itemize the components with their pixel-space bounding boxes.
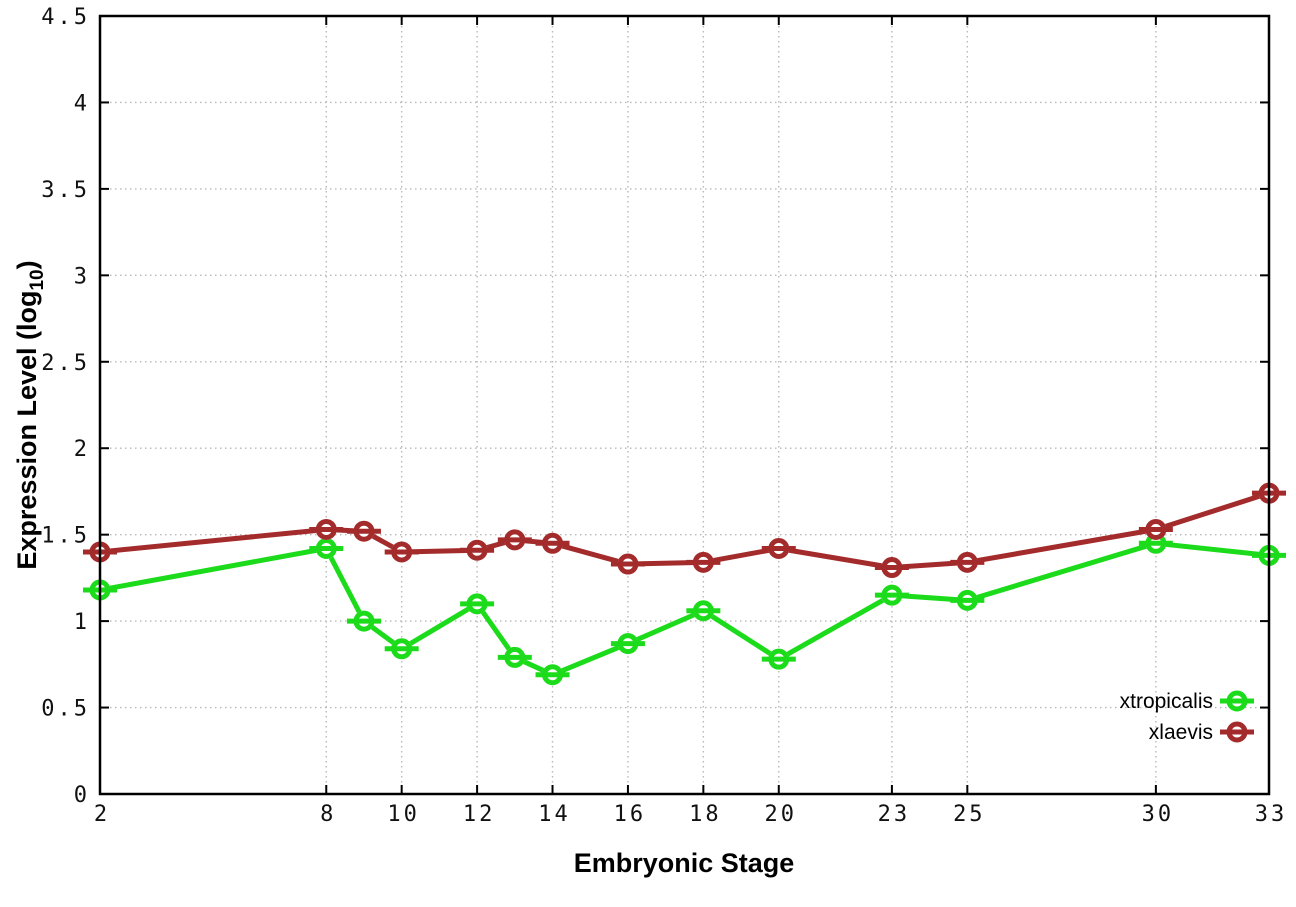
y-tick-label: 3 — [74, 264, 90, 289]
axes-layer — [98, 14, 1271, 796]
data-point-xtropicalis-ring — [692, 600, 714, 622]
data-point-xtropicalis-ring — [391, 638, 413, 660]
x-tick-label: 14 — [538, 802, 571, 827]
data-point-xlaevis-ring — [956, 551, 978, 573]
data-point-xtropicalis-ring — [881, 584, 903, 606]
y-axis-title: Expression Level (log10) — [12, 260, 48, 569]
y-tick-label: 2 — [74, 437, 90, 462]
data-point-xlaevis-ring — [617, 553, 639, 575]
data-point-xtropicalis-ring — [504, 646, 526, 668]
x-tick-label: 20 — [765, 802, 798, 827]
x-tick-label: 23 — [878, 802, 911, 827]
y-axis-title-prefix: Expression Level (log — [12, 291, 42, 570]
data-point-xlaevis-ring — [315, 518, 337, 540]
x-tick-label: 25 — [953, 802, 986, 827]
y-axis-title-suffix: ) — [12, 260, 42, 269]
data-point-xlaevis-ring — [391, 541, 413, 563]
plot-border — [98, 14, 1271, 796]
legend-marker-xtropicalis — [1220, 690, 1254, 712]
y-tick-label: 0 — [74, 783, 90, 808]
data-point-xlaevis-ring — [353, 520, 375, 542]
data-point-xlaevis-ring — [692, 551, 714, 573]
y-tick-label: 4.5 — [41, 5, 90, 30]
y-tick-label: 2.5 — [41, 351, 90, 376]
legend-marker-xlaevis — [1220, 721, 1254, 743]
y-axis-title-subscript: 10 — [27, 269, 48, 290]
legend-label-xlaevis: xlaevis — [1149, 721, 1213, 744]
data-point-xlaevis-ring — [768, 537, 790, 559]
data-point-xtropicalis-ring — [315, 537, 337, 559]
x-tick-label: 33 — [1255, 802, 1288, 827]
data-point-xtropicalis-ring — [617, 633, 639, 655]
data-point-xtropicalis-ring — [466, 593, 488, 615]
y-tick-label: 3.5 — [41, 178, 90, 203]
y-tick-label: 4 — [74, 91, 90, 116]
data-point-xtropicalis-ring — [542, 664, 564, 686]
x-axis-title: Embryonic Stage — [574, 848, 795, 878]
data-point-xtropicalis-ring — [768, 648, 790, 670]
legend-sample-xtropicalis-ring — [1226, 690, 1248, 712]
gridlines — [100, 16, 1269, 794]
x-tick-label: 8 — [320, 802, 336, 827]
data-point-xlaevis-ring — [466, 539, 488, 561]
data-point-xlaevis-ring — [504, 529, 526, 551]
tick-labels: 2 8 10 12 14 16 18 20 23 25 30 33 0 0.5 1 1.5 2 2.5 3 3.5 4 4… — [41, 5, 1288, 827]
x-tick-label: 18 — [689, 802, 722, 827]
data-point-xlaevis-ring — [542, 532, 564, 554]
data-point-xtropicalis-ring — [956, 589, 978, 611]
legend-sample-xlaevis-ring — [1226, 721, 1248, 743]
x-tick-label: 30 — [1142, 802, 1175, 827]
x-tick-label: 2 — [94, 802, 110, 827]
y-tick-label: 1.5 — [41, 524, 90, 549]
x-tick-label: 16 — [614, 802, 647, 827]
data-point-xlaevis-ring — [1145, 518, 1167, 540]
legend: xtropicalis xlaevis — [1120, 690, 1254, 744]
x-tick-label: 10 — [387, 802, 420, 827]
y-tick-label: 0.5 — [41, 697, 90, 722]
legend-label-xtropicalis: xtropicalis — [1120, 690, 1213, 713]
y-tick-label: 1 — [74, 610, 90, 635]
x-tick-label: 12 — [463, 802, 496, 827]
data-point-xlaevis-ring — [881, 557, 903, 579]
data-point-xtropicalis-ring — [353, 610, 375, 632]
series-layer — [83, 482, 1286, 686]
